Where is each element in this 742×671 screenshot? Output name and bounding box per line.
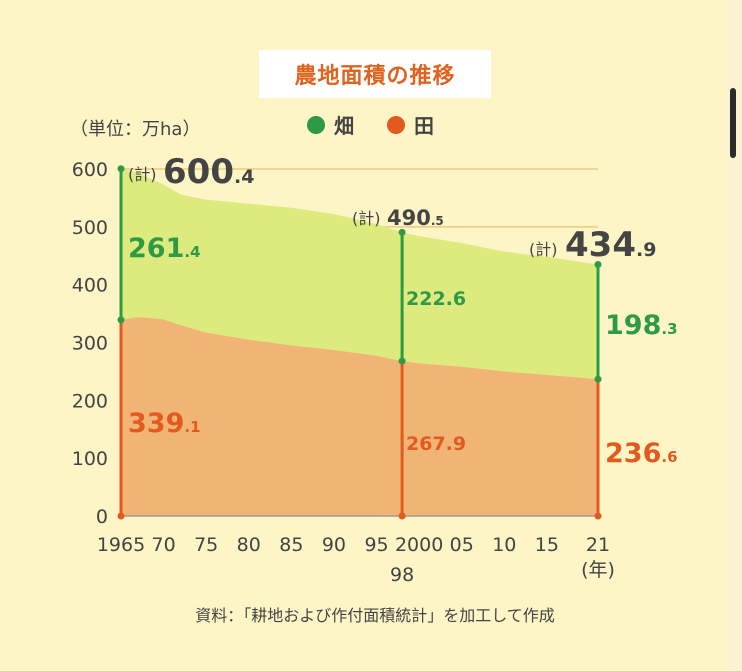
legend-label: 田: [414, 114, 434, 138]
area-paddy: [121, 317, 598, 516]
bar-dot: [117, 316, 125, 324]
legend-swatch: [307, 116, 325, 134]
year-unit-label: (年): [581, 559, 615, 581]
total-value: 434.9: [565, 225, 656, 265]
y-tick-label: 200: [72, 390, 108, 412]
x-tick-label: 2000: [395, 534, 443, 556]
total-prefix: (計): [352, 209, 381, 228]
field-value: 261.4: [128, 233, 201, 264]
x-tick-label-extra: 98: [390, 564, 414, 586]
chart-title-box: 農地面積の推移: [259, 50, 491, 98]
chart-frame: 農地面積の推移 0 100 200 300 400 500 600 1965 70 75 80 85 9…: [70, 50, 678, 625]
bar-dot: [594, 375, 602, 383]
x-tick-label: 70: [151, 534, 175, 556]
paddy-value: 267.9: [406, 433, 466, 455]
x-tick-label: 75: [194, 534, 218, 556]
y-tick-label: 0: [96, 506, 108, 528]
bar-dot: [398, 357, 406, 365]
x-tick-label: 85: [279, 534, 303, 556]
y-tick-label: 500: [72, 217, 108, 239]
chart-title: 農地面積の推移: [294, 64, 456, 89]
field-value: 198.3: [605, 310, 678, 341]
field-value: 222.6: [406, 288, 466, 310]
y-tick-label: 100: [72, 448, 108, 470]
legend-label: 畑: [334, 114, 354, 138]
bar-dot: [398, 512, 406, 520]
bar-dot: [117, 165, 125, 173]
total-prefix: (計): [128, 165, 157, 184]
x-tick-label: 05: [450, 534, 474, 556]
source-note: 資料：「耕地および作付面積統計」を加工して作成: [195, 606, 555, 625]
x-tick-label: 10: [492, 534, 516, 556]
x-tick-label: 21: [586, 534, 610, 556]
scrollbar[interactable]: [726, 0, 742, 671]
legend-swatch: [387, 116, 405, 134]
x-tick-label: 1965: [97, 534, 145, 556]
total-prefix: (計): [529, 240, 558, 259]
y-tick-label: 600: [72, 159, 108, 181]
bar-dot: [594, 512, 602, 520]
bar-dot: [398, 228, 406, 236]
chart-svg: 0 100 200 300 400 500 600 1965 70 75 80 85 90 95 2000 0…: [70, 114, 678, 625]
scrollbar-thumb[interactable]: [730, 88, 736, 158]
bar-dot: [594, 260, 602, 268]
y-tick-label: 400: [72, 275, 108, 297]
bar-dot: [117, 512, 125, 520]
y-tick-label: 300: [72, 333, 108, 355]
x-tick-label: 15: [535, 534, 559, 556]
x-tick-label: 80: [237, 534, 261, 556]
total-value: 490.5: [387, 206, 444, 230]
paddy-value: 339.1: [128, 408, 201, 439]
paddy-value: 236.6: [605, 438, 678, 469]
area-field: [121, 168, 598, 380]
total-value: 600.4: [163, 152, 254, 192]
x-tick-label: 95: [364, 534, 388, 556]
unit-label: （単位：万ha）: [70, 119, 200, 140]
x-tick-label: 90: [322, 534, 346, 556]
